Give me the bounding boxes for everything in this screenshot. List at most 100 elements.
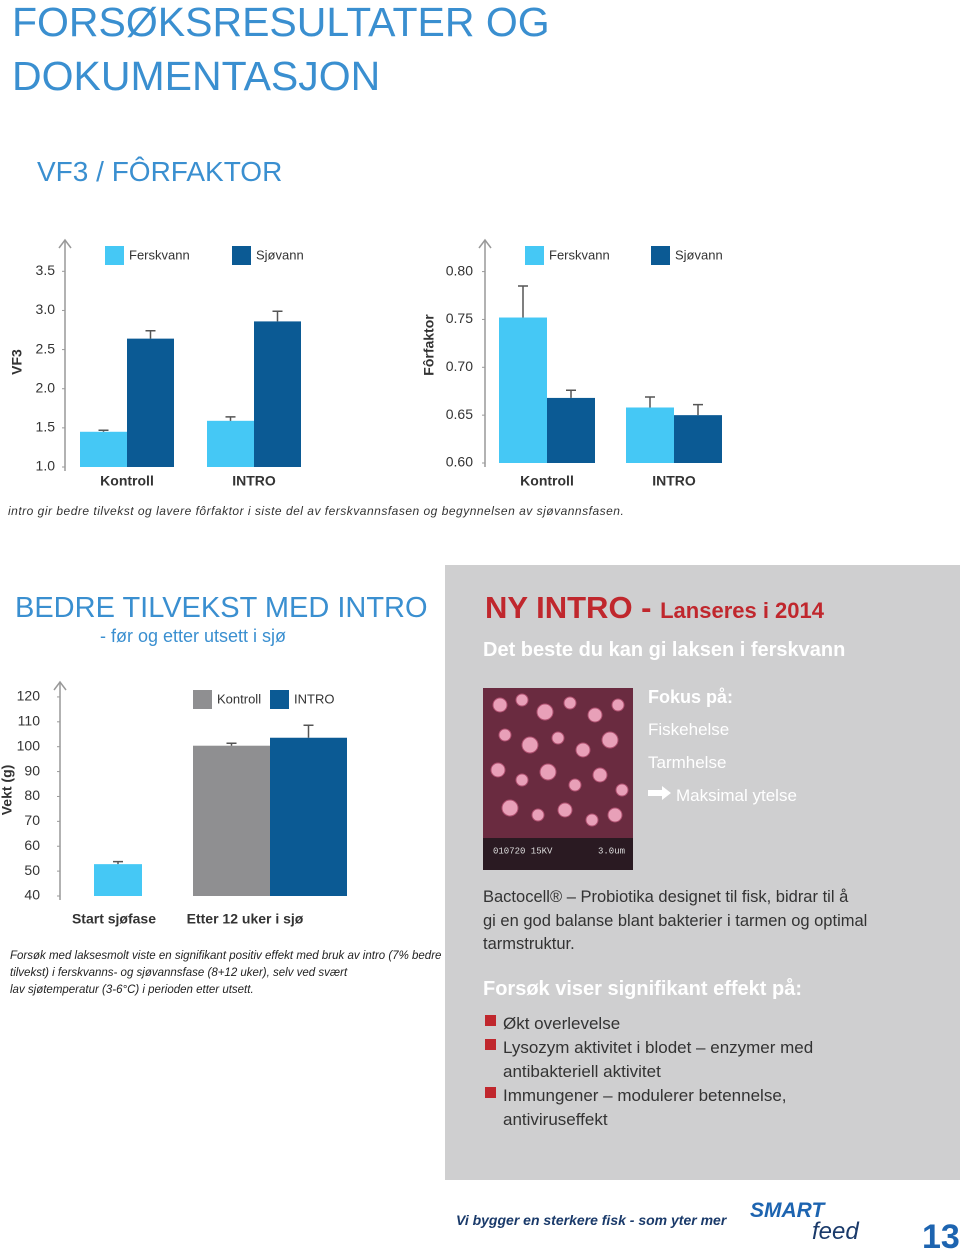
axis-arrow (58, 238, 72, 249)
bar (499, 317, 547, 463)
legend-swatch (232, 246, 251, 265)
section-title: VF3 / FÔRFAKTOR (37, 156, 283, 187)
effect-item: Økt overlevelse (503, 1012, 620, 1036)
error-bar (145, 330, 156, 339)
y-tick-label: 50 (24, 862, 40, 878)
error-bar (226, 742, 237, 746)
y-tick-label: 0.65 (446, 406, 473, 422)
legend-swatch (270, 690, 289, 709)
x-tick-label: Etter 12 uker i sjø (187, 911, 304, 927)
y-tick-label: 80 (24, 787, 40, 803)
error-bar (693, 403, 703, 416)
bar (547, 397, 595, 463)
growth-subtitle: - før og etter utsett i sjø (100, 626, 287, 646)
title-line: FORSØKSRESULTATER OG (12, 0, 550, 45)
error-bar (225, 416, 236, 421)
text-line: Økt overlevelse (503, 1014, 621, 1033)
text-line: antibakteriell aktivitet (503, 1062, 661, 1081)
y-tick-label: 2.0 (36, 379, 56, 395)
panel-heading: NY INTRO - Lanseres i 2014 (485, 592, 824, 623)
y-tick-label: 60 (24, 837, 40, 853)
y-tick-label: 120 (17, 688, 41, 704)
error-bar (113, 860, 123, 865)
y-tick-label: 40 (24, 887, 40, 903)
legend-label: Kontroll (217, 691, 261, 706)
bar (254, 321, 301, 467)
page-number: 13 (922, 1218, 960, 1255)
legend-swatch (651, 246, 670, 265)
bar (94, 864, 142, 896)
y-tick-label: 90 (24, 762, 40, 778)
bullets (485, 1015, 496, 1098)
y-tick-label: 110 (18, 713, 41, 729)
focus-item: Maksimal ytelse (676, 786, 797, 805)
error-bar (518, 285, 528, 318)
y-tick-label: 3.5 (36, 262, 56, 278)
text-line: Lysozym aktivitet i blodet – enzymer med (503, 1038, 814, 1057)
x-tick-label: Kontroll (520, 473, 574, 489)
growth-note: Forsøk med laksesmolt viste en signifika… (10, 948, 441, 999)
y-tick-label: 1.5 (36, 419, 56, 435)
error-bar (566, 389, 576, 398)
title-line: DOKUMENTASJON (12, 53, 381, 99)
y-tick-label: 0.60 (446, 454, 473, 470)
error-bar (98, 429, 109, 432)
panel-title: NY INTRO - (485, 590, 661, 625)
caption: intro gir bedre tilvekst og lavere fôrfa… (8, 504, 625, 518)
axis-arrow (478, 238, 492, 249)
bar (626, 407, 674, 463)
legend-swatch (525, 246, 544, 265)
x-tick-label: INTRO (232, 473, 276, 489)
bar (193, 745, 270, 896)
note-line: tilvekst) i ferskvanns- og sjøvannsfase … (10, 967, 348, 979)
y-tick-label: 0.70 (446, 358, 473, 374)
text-line: tarmstruktur. (483, 935, 575, 953)
legend-swatch (193, 690, 212, 709)
y-tick-label: 0.75 (446, 310, 473, 326)
legend-swatch (105, 246, 124, 265)
bactocell: Bactocell® – Probiotika designet til fis… (483, 886, 867, 957)
text-line: antiviruseffekt (503, 1110, 608, 1129)
error-bar (272, 310, 283, 322)
logo-top: SMART (750, 1199, 825, 1222)
legend-label: Ferskvann (549, 247, 610, 262)
effect-title: Forsøk viser signifikant effekt på: (483, 978, 802, 1000)
x-tick-label: Kontroll (100, 473, 154, 489)
slogan: Vi bygger en sterkere fisk - som yter me… (456, 1212, 727, 1228)
legend-label: Ferskvann (129, 247, 190, 262)
axis-arrow (53, 680, 67, 691)
y-tick-label: 100 (17, 737, 41, 753)
growth-title: BEDRE TILVEKST MED INTRO (15, 592, 428, 624)
bar (80, 431, 127, 467)
note-line: Forsøk med laksesmolt viste en signifika… (10, 950, 442, 962)
legend-label: Sjøvann (256, 247, 304, 262)
y-tick-label: 70 (24, 812, 40, 828)
panel-title-small: Lanseres i 2014 (660, 598, 825, 623)
bar (207, 420, 254, 467)
focus-title: Fokus på: (648, 687, 734, 707)
focus-item: Fiskehelse (648, 720, 730, 739)
legend-label: INTRO (294, 691, 334, 706)
error-bar (645, 396, 655, 408)
image-scale: 3.0um (598, 846, 625, 856)
panel-bg (445, 565, 960, 1180)
y-tick-label: 2.5 (36, 340, 56, 356)
arrow-icon (648, 786, 671, 800)
y-axis-label: Fôrfaktor (421, 314, 437, 376)
y-tick-label: 0.80 (446, 262, 473, 278)
text-line: Immungener – modulerer betennelse, (503, 1086, 787, 1105)
error-bar (303, 724, 314, 738)
text-line: gi en god balanse blant bakterier i tarm… (483, 911, 868, 930)
effect-item: Immungener – modulerer betennelse, antivi… (503, 1084, 787, 1132)
note-line: lav sjøtemperatur (3-6°C) i perioden ett… (10, 984, 254, 996)
y-tick-label: 1.0 (36, 458, 56, 474)
panel-subtitle: Det beste du kan gi laksen i ferskvann (483, 639, 846, 661)
focus-item: Tarmhelse (648, 753, 727, 772)
effect-item: Lysozym aktivitet i blodet – enzymer med… (503, 1036, 813, 1084)
x-tick-label: Start sjøfase (72, 911, 156, 927)
microscope-image: 010720 15KV 3.0um (483, 688, 633, 870)
text-line: Bactocell® – Probiotika designet til fis… (483, 888, 849, 906)
y-axis-label: Vekt (g) (0, 765, 15, 816)
